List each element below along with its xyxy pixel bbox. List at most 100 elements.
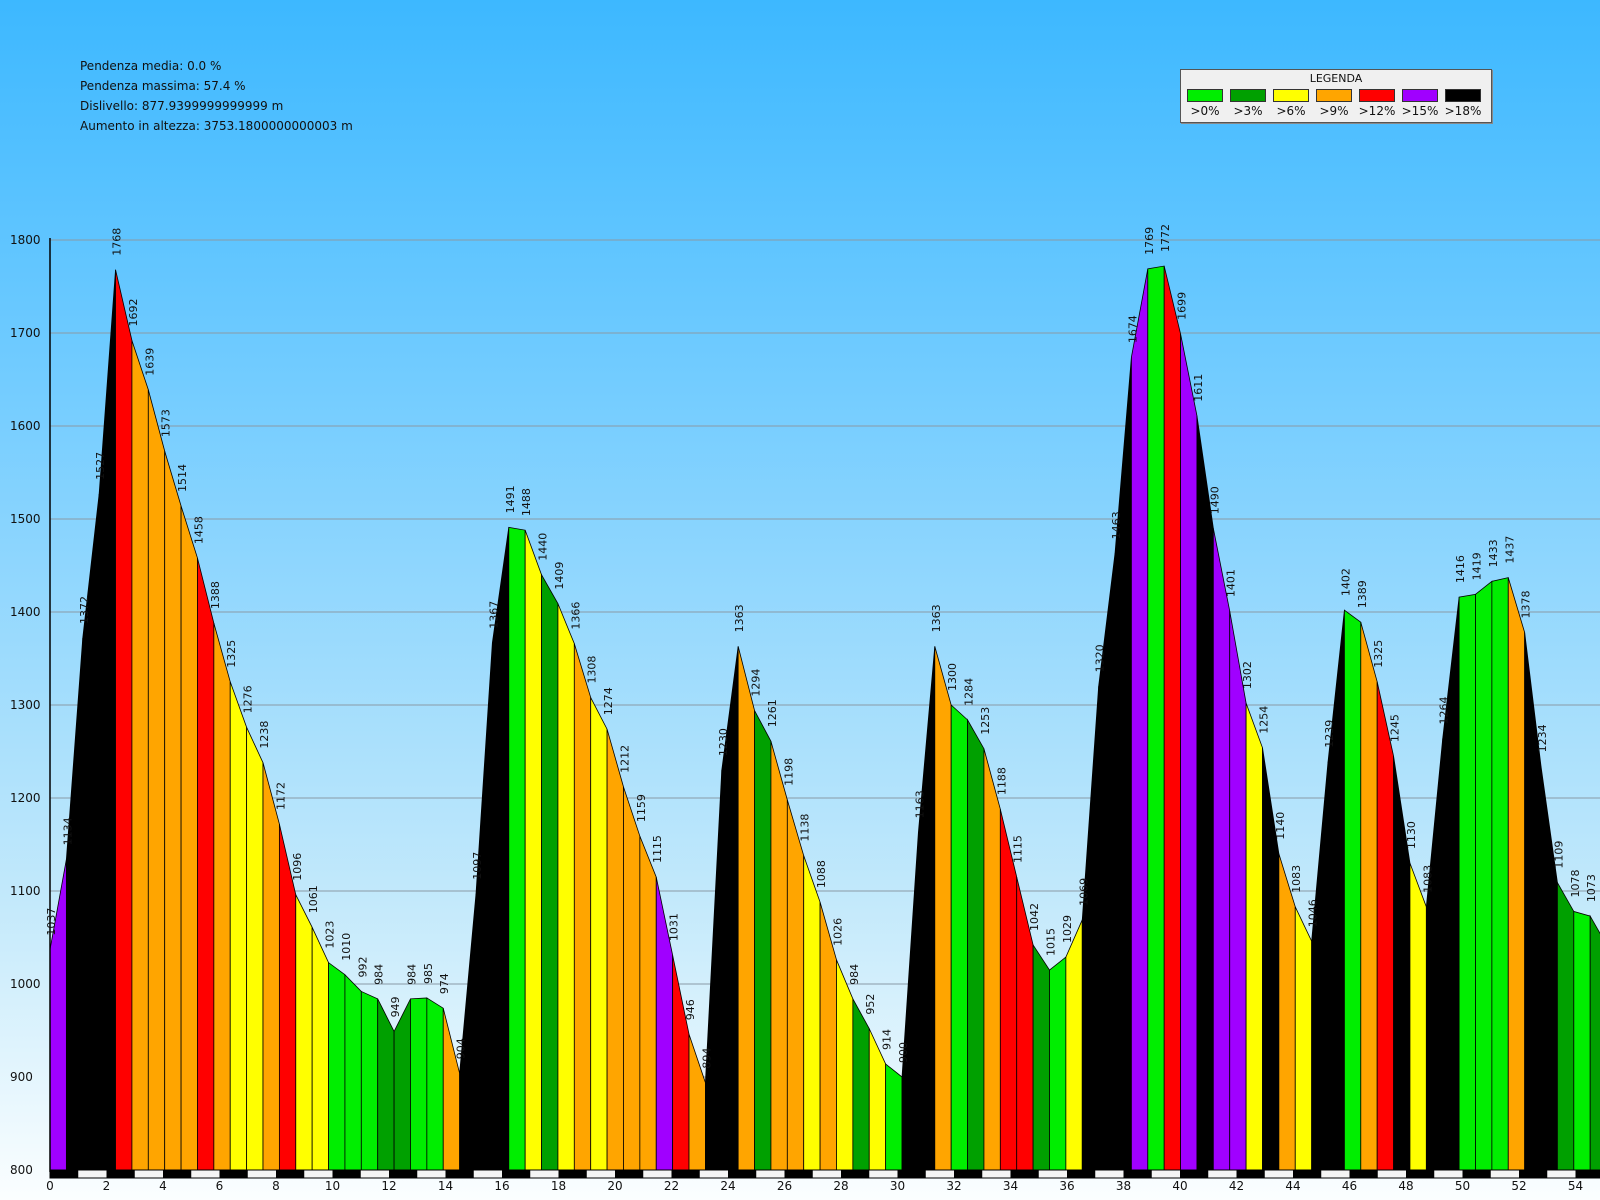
x-tick-label-19: 38 — [1116, 1179, 1131, 1193]
profile-segment-37 — [639, 835, 657, 1171]
profile-segment-21 — [377, 998, 395, 1171]
profile-segment-16 — [295, 894, 313, 1171]
x-tick-label-25: 50 — [1455, 1179, 1470, 1193]
elevation-label-24: 974 — [438, 973, 451, 994]
profile-segment-47 — [803, 855, 821, 1171]
stats-panel: Pendenza media: 0.0 % Pendenza massima: … — [80, 56, 353, 136]
elevation-label-49: 984 — [848, 964, 861, 985]
x-axis-band-block-18 — [558, 1170, 587, 1178]
x-axis-band-block-48 — [1406, 1170, 1435, 1178]
profile-segment-52 — [885, 1063, 903, 1171]
elevation-label-3: 1527 — [94, 452, 107, 480]
profile-segment-70 — [1180, 333, 1198, 1171]
legend-label-1: >3% — [1233, 104, 1263, 118]
elevation-label-86: 1416 — [1454, 555, 1467, 583]
elevation-label-21: 949 — [389, 996, 402, 1017]
x-axis-band-block-46 — [1349, 1170, 1378, 1178]
elevation-label-60: 1042 — [1028, 903, 1041, 931]
elevation-label-67: 1769 — [1143, 227, 1156, 255]
profile-segment-23 — [410, 997, 428, 1171]
profile-segment-94 — [1573, 910, 1591, 1171]
x-axis-band-block-0 — [50, 1170, 79, 1178]
profile-segment-71 — [1196, 415, 1214, 1171]
elevation-label-29: 1488 — [520, 488, 533, 516]
profile-segment-66 — [1114, 357, 1132, 1171]
x-tick-label-14: 28 — [833, 1179, 848, 1193]
profile-segment-30 — [524, 530, 542, 1171]
legend-label-0: >0% — [1190, 104, 1220, 118]
elevation-label-92: 1109 — [1552, 841, 1565, 869]
elevation-label-34: 1274 — [602, 687, 615, 715]
y-tick-label-4: 1200 — [10, 791, 41, 805]
profile-segment-7 — [147, 389, 166, 1171]
elevation-label-65: 1463 — [1110, 511, 1123, 539]
legend: LEGENDA >0% >3% >6% >9% >12% >15% >18% — [1180, 69, 1492, 123]
x-axis-band-block-4 — [163, 1170, 192, 1178]
y-tick-label-6: 1400 — [10, 605, 41, 619]
profile-segment-57 — [967, 718, 985, 1171]
legend-swatch-6 — [1445, 89, 1481, 102]
profile-segment-1 — [49, 859, 67, 1171]
x-axis-band-block-32 — [954, 1170, 983, 1178]
profile-segment-31 — [541, 573, 559, 1171]
elevation-label-68: 1772 — [1159, 224, 1172, 252]
elevation-label-46: 1138 — [799, 814, 812, 842]
profile-segment-67 — [1131, 268, 1149, 1171]
profile-segment-61 — [1032, 943, 1050, 1171]
profile-segment-34 — [590, 697, 608, 1171]
x-tick-label-12: 24 — [720, 1179, 735, 1193]
profile-segment-85 — [1425, 738, 1444, 1171]
elevation-label-17: 1023 — [324, 921, 337, 949]
y-tick-label-10: 1800 — [10, 233, 41, 247]
elevation-label-72: 1401 — [1225, 569, 1238, 597]
elevation-label-35: 1212 — [618, 745, 631, 773]
elevation-label-13: 1238 — [258, 721, 271, 749]
x-axis-band-block-10 — [332, 1170, 361, 1178]
legend-item-0: >0% — [1185, 89, 1225, 118]
x-tick-label-8: 16 — [494, 1179, 509, 1193]
x-axis-band-block-12 — [389, 1170, 418, 1178]
elevation-label-70: 1611 — [1192, 374, 1205, 402]
profile-segment-44 — [754, 710, 772, 1171]
profile-segment-35 — [606, 729, 624, 1171]
profile-segment-4 — [98, 269, 116, 1171]
elevation-label-5: 1692 — [127, 298, 140, 326]
x-tick-label-15: 30 — [890, 1179, 905, 1193]
x-axis-band-block-16 — [502, 1170, 531, 1178]
profile-segment-43 — [737, 646, 755, 1171]
x-tick-label-26: 52 — [1511, 1179, 1526, 1193]
x-tick-label-27: 54 — [1568, 1179, 1583, 1193]
x-axis-band-block-28 — [841, 1170, 870, 1178]
x-axis-band-block-38 — [1123, 1170, 1152, 1178]
x-axis-band-block-40 — [1180, 1170, 1209, 1178]
legend-swatch-3 — [1316, 89, 1352, 102]
elevation-label-2: 1372 — [78, 596, 91, 624]
profile-segment-58 — [983, 748, 1001, 1171]
y-tick-label-9: 1700 — [10, 326, 41, 340]
elevation-label-75: 1140 — [1274, 812, 1287, 840]
elevation-label-66: 1674 — [1126, 315, 1139, 343]
elevation-label-73: 1302 — [1241, 661, 1254, 689]
elevation-label-91: 1234 — [1536, 724, 1549, 752]
profile-segment-55 — [934, 646, 952, 1171]
elevation-label-56: 1284 — [963, 678, 976, 706]
stat-average-slope: Pendenza media: 0.0 % — [80, 59, 222, 73]
profile-segment-90 — [1507, 577, 1526, 1171]
legend-swatch-0 — [1187, 89, 1223, 102]
profile-segment-42 — [721, 646, 739, 1171]
x-axis-band-block-6 — [219, 1170, 248, 1178]
x-axis-band-block-14 — [445, 1170, 474, 1178]
legend-swatch-1 — [1230, 89, 1266, 102]
profile-segment-83 — [1393, 756, 1411, 1171]
elevation-label-77: 1046 — [1307, 899, 1320, 927]
elevation-label-33: 1308 — [586, 656, 599, 684]
elevation-label-39: 946 — [684, 999, 697, 1020]
profile-segment-19 — [344, 973, 362, 1171]
profile-segment-82 — [1376, 681, 1394, 1171]
elevation-label-47: 1088 — [815, 860, 828, 888]
profile-segment-20 — [360, 990, 379, 1171]
elevation-label-57: 1253 — [979, 707, 992, 735]
profile-segment-95 — [1589, 914, 1600, 1171]
